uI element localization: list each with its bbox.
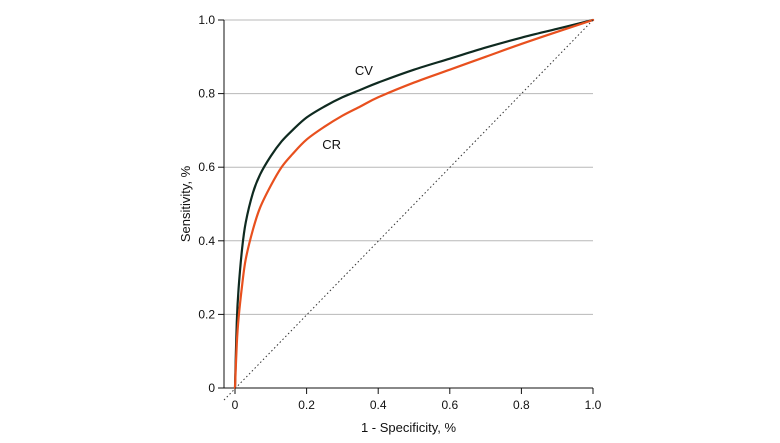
curve-label-cv: CV [355, 63, 373, 78]
y-tick-label: 1.0 [198, 13, 215, 27]
x-tick-label: 0.2 [298, 398, 315, 412]
x-tick-label: 1.0 [585, 398, 602, 412]
series-cr-line [233, 18, 595, 390]
x-tick-label: 0.8 [513, 398, 530, 412]
y-tick-label: 0 [208, 381, 215, 395]
series-reference-line [223, 19, 594, 401]
series-layer [223, 18, 595, 401]
x-tick-label: 0.4 [370, 398, 387, 412]
y-tick-label: 0.6 [198, 160, 215, 174]
axes [218, 19, 594, 394]
y-tick-label: 0.4 [198, 234, 215, 248]
labels: 0 0.2 0.4 0.6 0.8 1.0 0 0.2 0.4 0.6 0.8 1.0 1 - Spec… [178, 13, 602, 435]
curve-label-cr: CR [322, 137, 341, 152]
gridlines [224, 19, 593, 315]
x-tick-label: 0 [232, 398, 239, 412]
x-tick-label: 0.6 [441, 398, 458, 412]
series-cv-line [233, 18, 595, 390]
y-tick-label: 0.8 [198, 87, 215, 101]
y-tick-label: 0.2 [198, 307, 215, 321]
y-axis-title: Sensitivity, % [178, 165, 193, 242]
x-axis-title: 1 - Specificity, % [361, 420, 457, 435]
